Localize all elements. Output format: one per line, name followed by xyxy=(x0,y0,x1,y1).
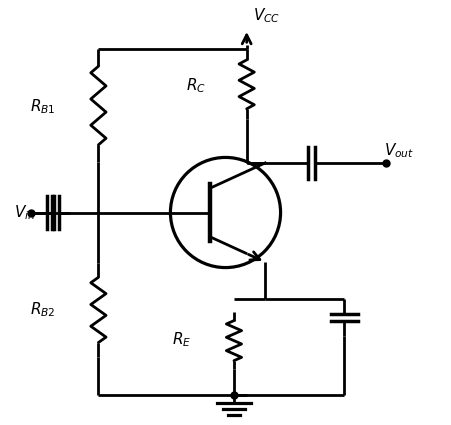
Text: $R_C$: $R_C$ xyxy=(186,76,207,95)
Text: $V_{CC}$: $V_{CC}$ xyxy=(253,6,281,25)
Text: $R_E$: $R_E$ xyxy=(172,330,192,349)
Text: $R_{B2}$: $R_{B2}$ xyxy=(31,300,56,319)
Text: $V_{out}$: $V_{out}$ xyxy=(384,142,414,160)
Text: $V_{in}$: $V_{in}$ xyxy=(14,203,35,222)
Text: $R_{B1}$: $R_{B1}$ xyxy=(30,97,56,116)
